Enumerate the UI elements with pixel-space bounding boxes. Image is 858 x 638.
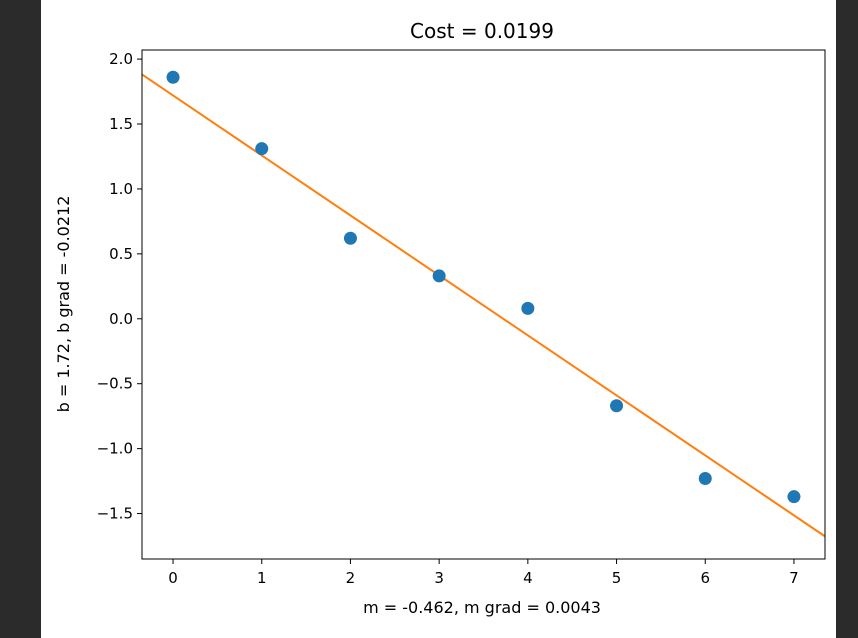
y-axis-label: b = 1.72, b grad = -0.0212 xyxy=(54,196,73,413)
data-point xyxy=(610,399,624,413)
y-tick-label: 1.0 xyxy=(109,180,133,198)
data-point xyxy=(698,471,712,485)
plot-frame xyxy=(141,49,826,560)
data-point xyxy=(787,490,801,504)
x-tick-label: 7 xyxy=(789,569,799,587)
fit-line-layer xyxy=(142,73,825,538)
y-tick-label: −0.5 xyxy=(97,375,133,393)
x-tick-label: 1 xyxy=(257,569,267,587)
x-tick-label: 6 xyxy=(700,569,710,587)
y-tick-label: 0.0 xyxy=(109,310,133,328)
x-tick-label: 2 xyxy=(346,569,356,587)
data-point xyxy=(255,142,269,156)
data-point xyxy=(432,269,446,283)
chart: Cost = 0.0199 0 1 2 3 4 5 6 7 −1.5 −1.0 −0.5 0.0 0.… xyxy=(54,19,826,617)
figure: Cost = 0.0199 0 1 2 3 4 5 6 7 −1.5 −1.0 −0.5 0.0 0.… xyxy=(41,0,836,638)
x-tick-label: 3 xyxy=(434,569,444,587)
y-axis: −1.5 −1.0 −0.5 0.0 0.5 1.0 1.5 2.0 xyxy=(97,50,142,523)
x-tick-label: 4 xyxy=(523,569,533,587)
data-points-layer xyxy=(166,70,801,504)
x-axis-label: m = -0.462, m grad = 0.0043 xyxy=(363,598,601,617)
x-axis: 0 1 2 3 4 5 6 7 xyxy=(168,559,799,587)
y-tick-label: 0.5 xyxy=(109,245,133,263)
x-tick-label: 0 xyxy=(168,569,178,587)
y-tick-label: 2.0 xyxy=(109,50,133,68)
y-tick-label: 1.5 xyxy=(109,115,133,133)
fit-line xyxy=(142,73,825,538)
data-point xyxy=(166,70,180,84)
chart-title: Cost = 0.0199 xyxy=(410,19,554,43)
y-tick-label: −1.5 xyxy=(97,505,133,523)
x-tick-label: 5 xyxy=(612,569,622,587)
y-tick-label: −1.0 xyxy=(97,440,133,458)
data-point xyxy=(521,301,535,315)
data-point xyxy=(343,231,357,245)
